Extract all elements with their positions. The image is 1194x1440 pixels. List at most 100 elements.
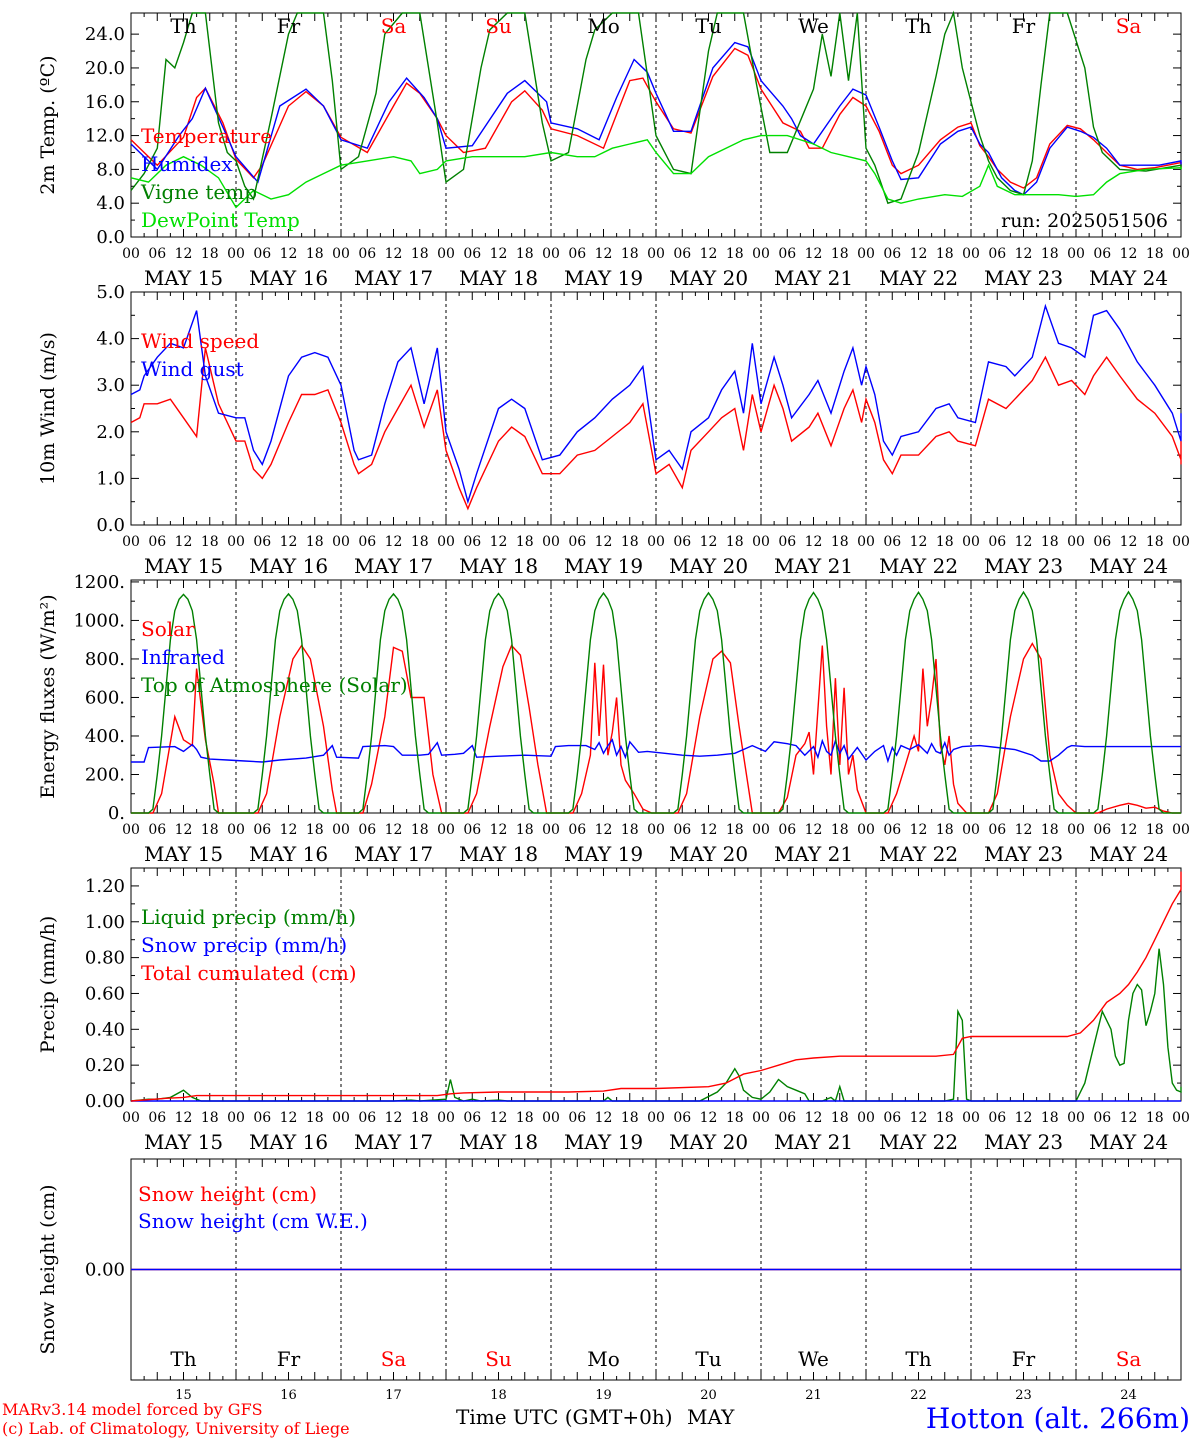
y-tick-label: 4.0 <box>96 329 125 350</box>
hour-tick-label: 00 <box>542 246 560 262</box>
hour-tick-label: 18 <box>936 822 954 838</box>
hour-tick-label: 12 <box>805 534 823 550</box>
hour-tick-label: 06 <box>673 534 691 550</box>
hour-tick-label: 00 <box>227 1110 245 1126</box>
legend-label: Snow height (cm W.E.) <box>138 1209 368 1233</box>
y-tick-label: 200. <box>85 764 125 785</box>
hour-tick-label: 18 <box>411 822 429 838</box>
hour-tick-label: 00 <box>752 822 770 838</box>
hour-tick-label: 00 <box>1172 246 1190 262</box>
date-label: MAY 19 <box>564 842 643 866</box>
hour-tick-label: 12 <box>490 822 508 838</box>
hour-tick-label: 06 <box>463 1110 481 1126</box>
hour-tick-label: 12 <box>700 246 718 262</box>
day-name-label: Su <box>485 1347 512 1371</box>
date-label: MAY 16 <box>249 554 328 578</box>
hour-tick-label: 12 <box>595 534 613 550</box>
day-number-label: 24 <box>1120 1388 1137 1403</box>
hour-tick-label: 06 <box>778 534 796 550</box>
y-tick-label: 8.0 <box>96 159 125 180</box>
y-tick-label: 0.40 <box>85 1019 125 1040</box>
y-axis-title: Energy fluxes (W/m²) <box>37 594 59 798</box>
hour-tick-label: 06 <box>673 822 691 838</box>
hour-tick-label: 06 <box>883 246 901 262</box>
y-tick-label: 16.0 <box>85 92 125 113</box>
station-title: Hotton (alt. 266m) <box>926 1402 1190 1435</box>
hour-tick-label: 00 <box>752 534 770 550</box>
hour-tick-label: 00 <box>122 1110 140 1126</box>
legend-label: Snow height (cm) <box>138 1182 317 1206</box>
date-label: MAY 22 <box>879 842 958 866</box>
series-line-vigne-temp <box>130 10 1182 205</box>
legend-label: Snow precip (mm/h) <box>141 933 347 957</box>
date-label: MAY 16 <box>249 266 328 290</box>
series-line-solar <box>131 642 1181 814</box>
hour-tick-label: 06 <box>883 1110 901 1126</box>
hour-tick-label: 12 <box>910 246 928 262</box>
hour-tick-label: 18 <box>516 246 534 262</box>
date-label: MAY 15 <box>144 554 223 578</box>
hour-tick-label: 12 <box>805 246 823 262</box>
hour-tick-label: 12 <box>1015 1110 1033 1126</box>
hour-tick-label: 06 <box>568 1110 586 1126</box>
hour-tick-label: 06 <box>568 246 586 262</box>
hour-tick-label: 12 <box>1120 246 1138 262</box>
hour-tick-label: 18 <box>726 1110 744 1126</box>
hour-tick-label: 06 <box>1093 1110 1111 1126</box>
series-line-humidex <box>130 41 1182 196</box>
date-label: MAY 22 <box>879 1130 958 1154</box>
hour-tick-label: 12 <box>700 1110 718 1126</box>
hour-tick-label: 00 <box>962 1110 980 1126</box>
hour-tick-label: 18 <box>936 534 954 550</box>
day-name-label: Tu <box>695 14 721 38</box>
model-credit: MARv3.14 model forced by GFS <box>2 1400 263 1419</box>
hour-tick-label: 12 <box>385 1110 403 1126</box>
hour-tick-label: 12 <box>910 1110 928 1126</box>
y-tick-label: 1000. <box>73 610 125 631</box>
hour-tick-label: 00 <box>752 246 770 262</box>
day-number-label: 19 <box>595 1388 612 1403</box>
hour-tick-label: 00 <box>647 534 665 550</box>
day-name-label: Th <box>170 14 196 38</box>
y-tick-label: 0.0 <box>96 227 125 248</box>
hour-tick-label: 00 <box>1067 1110 1085 1126</box>
hour-tick-label: 06 <box>463 822 481 838</box>
month-label: MAY <box>687 1405 735 1429</box>
hour-tick-label: 12 <box>910 822 928 838</box>
legend-label: Wind gust <box>141 357 244 381</box>
hour-tick-label: 18 <box>621 1110 639 1126</box>
date-label: MAY 23 <box>984 842 1063 866</box>
date-label: MAY 20 <box>669 1130 748 1154</box>
series-line-wind-gust <box>130 303 1182 505</box>
hour-tick-label: 00 <box>332 1110 350 1126</box>
date-label: MAY 16 <box>249 842 328 866</box>
date-label: MAY 19 <box>564 1130 643 1154</box>
y-tick-label: 0.60 <box>85 983 125 1004</box>
hour-tick-label: 06 <box>988 1110 1006 1126</box>
hour-tick-label: 12 <box>175 534 193 550</box>
hour-tick-label: 18 <box>201 822 219 838</box>
y-tick-label: 20.0 <box>85 58 125 79</box>
day-name-label: We <box>798 1347 829 1371</box>
day-name-label: Sa <box>1116 1347 1142 1371</box>
date-label: MAY 20 <box>669 842 748 866</box>
day-name-label: Mo <box>587 14 620 38</box>
legend-label: Humidex <box>141 152 233 176</box>
legend-label: Vigne temp <box>140 180 257 204</box>
date-label: MAY 18 <box>459 266 538 290</box>
hour-tick-label: 00 <box>1067 534 1085 550</box>
y-tick-label: 0.00 <box>85 1091 125 1112</box>
legend-label: Liquid precip (mm/h) <box>141 905 356 929</box>
day-name-label: Fr <box>1012 14 1036 38</box>
date-label: MAY 17 <box>354 842 433 866</box>
hour-tick-label: 00 <box>857 534 875 550</box>
date-label: MAY 17 <box>354 554 433 578</box>
y-tick-label: 0.00 <box>85 1260 125 1281</box>
hour-tick-label: 18 <box>1041 1110 1059 1126</box>
hour-tick-label: 18 <box>831 534 849 550</box>
hour-tick-label: 00 <box>1172 534 1190 550</box>
hour-tick-label: 06 <box>253 534 271 550</box>
y-tick-label: 4.0 <box>96 193 125 214</box>
hour-tick-label: 00 <box>647 246 665 262</box>
